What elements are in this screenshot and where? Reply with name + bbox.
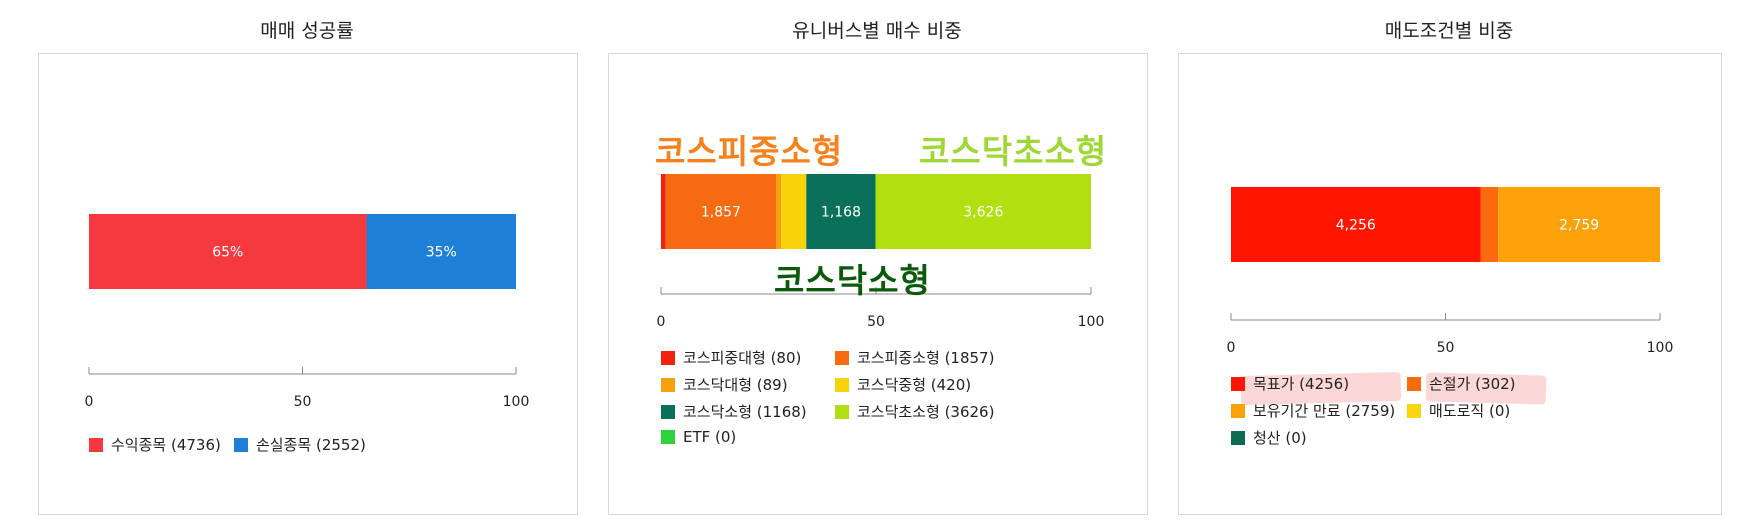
bar-segment[interactable] xyxy=(1498,187,1660,262)
legend-swatch xyxy=(1407,403,1421,418)
legend-label: 매도로직 (0) xyxy=(1429,402,1511,420)
legend-item[interactable]: 코스피중소형 (1857) xyxy=(835,347,994,368)
bar-segment[interactable] xyxy=(665,174,777,249)
bar-segment[interactable] xyxy=(1231,187,1481,262)
x-tick-label: 0 xyxy=(657,314,666,330)
chart3-svg: 4,256 2,759 0 50 100 xyxy=(1227,187,1674,356)
legend-item[interactable]: 손절가 (302) xyxy=(1407,373,1516,394)
legend-swatch xyxy=(1231,403,1245,418)
bar-segment[interactable] xyxy=(366,214,516,289)
legend-swatch xyxy=(835,404,849,419)
bar-segment[interactable] xyxy=(661,174,666,249)
x-tick-label: 50 xyxy=(294,394,312,410)
legend-item[interactable]: 코스피중대형 (80) xyxy=(661,347,801,368)
legend-swatch xyxy=(661,430,675,444)
legend-item[interactable]: 손실종목 (2552) xyxy=(234,434,366,455)
bar-segment[interactable] xyxy=(875,174,1091,249)
x-tick-label: 0 xyxy=(85,394,94,410)
annotation-kosdaq-small: 코스닥소형 xyxy=(774,261,931,300)
legend-item[interactable]: 코스닥대형 (89) xyxy=(661,374,788,395)
legend-item[interactable]: 청산 (0) xyxy=(1231,427,1307,448)
legend-item[interactable]: 코스닥중형 (420) xyxy=(835,374,971,395)
legend-swatch xyxy=(1231,376,1245,391)
legend-swatch xyxy=(1231,430,1245,445)
x-tick-label: 0 xyxy=(1227,340,1236,356)
legend-item[interactable]: 목표가 (4256) xyxy=(1231,373,1349,394)
legend-label: 수익종목 (4736) xyxy=(111,436,221,454)
legend-item[interactable]: ETF (0) xyxy=(661,428,736,446)
legend-swatch xyxy=(661,404,675,419)
bar-value-label: 1,168 xyxy=(821,205,861,221)
legend-label: 코스닥초소형 (3626) xyxy=(857,403,995,421)
bar-value-label: 65% xyxy=(212,245,243,261)
x-tick-label: 100 xyxy=(1078,314,1105,330)
legend-item[interactable]: 매도로직 (0) xyxy=(1407,400,1510,421)
legend-item[interactable]: 수익종목 (4736) xyxy=(89,434,221,455)
chart1-title: 매매 성공률 xyxy=(260,20,354,42)
bar-segment[interactable] xyxy=(781,174,807,249)
legend-label: ETF (0) xyxy=(683,428,737,446)
legend-label: 코스닥중형 (420) xyxy=(857,376,972,394)
legend-swatch xyxy=(1407,376,1421,391)
bar-value-label: 1,857 xyxy=(701,205,741,221)
legend-label: 코스피중소형 (1857) xyxy=(857,349,995,367)
legend-swatch xyxy=(234,437,248,452)
legend-item[interactable]: 보유기간 만료 (2759) xyxy=(1231,400,1395,421)
chart2-svg: 1,857 1,168 3,626 0 50 100 xyxy=(657,174,1105,330)
x-tick-label: 50 xyxy=(867,314,885,330)
annotation-kosdaq-micro: 코스닥초소형 xyxy=(919,132,1108,171)
legend-item[interactable]: 코스닥초소형 (3626) xyxy=(835,401,994,422)
bar-segment[interactable] xyxy=(1480,187,1499,262)
legend-swatch xyxy=(89,437,103,452)
legend-label: 손실종목 (2552) xyxy=(256,436,366,454)
chart1-svg: 65% 35% 0 50 100 xyxy=(85,214,530,410)
bar-value-label: 35% xyxy=(426,245,457,261)
chart1-panel: 65% 35% 0 50 100 수익종목 (4736) 손실종목 (2552) xyxy=(38,53,578,515)
annotation-kospi-mid-small: 코스피중소형 xyxy=(655,132,844,171)
legend-swatch xyxy=(835,350,849,365)
bar-segment[interactable] xyxy=(806,174,876,249)
bar-value-label: 3,626 xyxy=(963,205,1003,221)
x-tick-label: 100 xyxy=(503,394,530,410)
bar-segment[interactable] xyxy=(776,174,782,249)
legend-label: 코스피중대형 (80) xyxy=(683,349,802,367)
legend-label: 손절가 (302) xyxy=(1429,375,1516,393)
legend-label: 목표가 (4256) xyxy=(1253,375,1350,393)
bar-value-label: 2,759 xyxy=(1559,218,1599,234)
legend-item[interactable]: 코스닥소형 (1168) xyxy=(661,401,807,422)
legend-swatch xyxy=(661,377,675,392)
bar-value-label: 4,256 xyxy=(1336,218,1376,234)
x-tick-label: 100 xyxy=(1647,340,1674,356)
x-tick-label: 50 xyxy=(1437,340,1455,356)
chart2-title: 유니버스별 매수 비중 xyxy=(792,20,962,42)
legend-swatch xyxy=(661,350,675,365)
legend-swatch xyxy=(835,377,849,392)
chart3-panel: 4,256 2,759 0 50 100 목표가 (4256) 손절가 (302) 보유기간… xyxy=(1178,53,1722,515)
legend-label: 청산 (0) xyxy=(1253,429,1307,447)
legend-label: 코스닥소형 (1168) xyxy=(683,403,807,421)
bar-segment[interactable] xyxy=(89,214,367,289)
chart3-title: 매도조건별 비중 xyxy=(1384,20,1514,42)
chart2-panel: 1,857 1,168 3,626 0 50 100 코스피중대형 (80) 코스피중소형 … xyxy=(608,53,1148,515)
legend-label: 코스닥대형 (89) xyxy=(683,376,788,394)
legend-label: 보유기간 만료 (2759) xyxy=(1253,402,1396,420)
